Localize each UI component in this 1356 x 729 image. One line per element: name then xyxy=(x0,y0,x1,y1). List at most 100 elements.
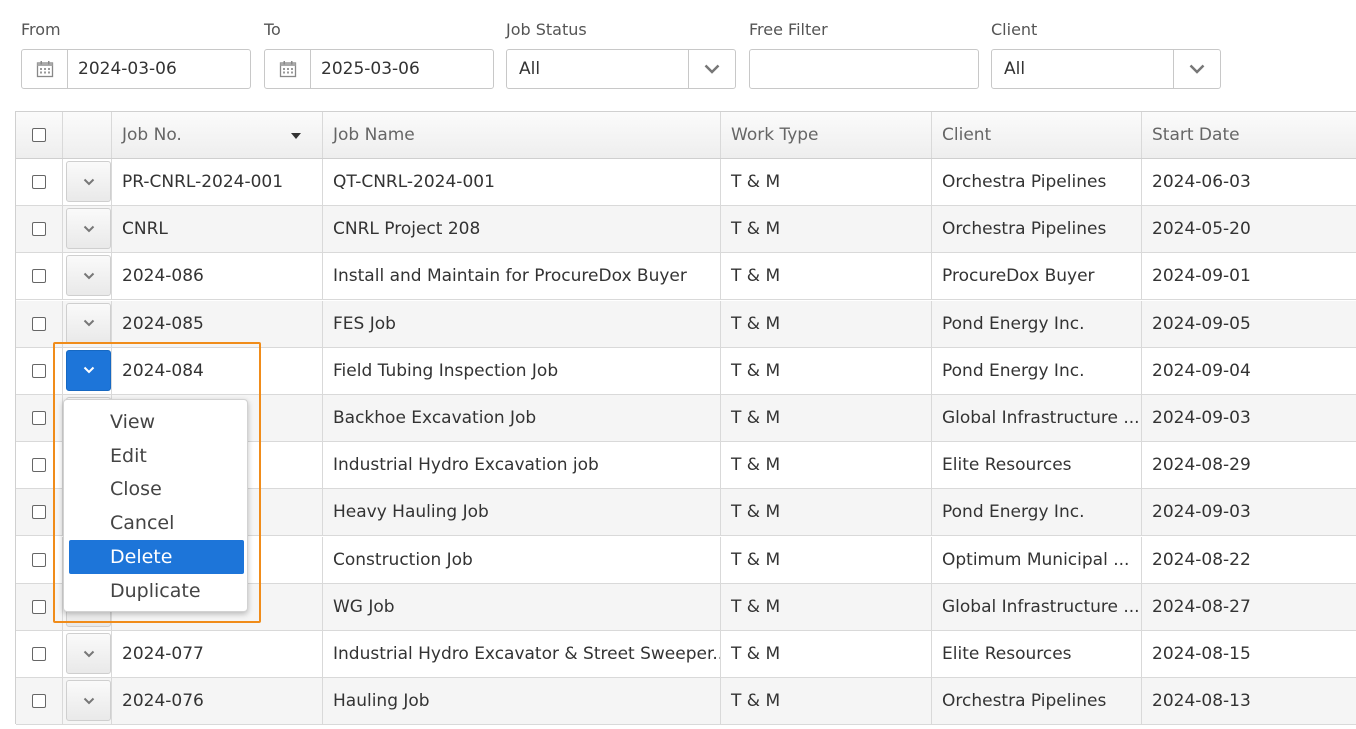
work-type-cell: T & M xyxy=(721,300,932,347)
job-name-cell-text: Install and Maintain for ProcureDox Buye… xyxy=(333,266,687,287)
start-date-cell-text: 2024-08-22 xyxy=(1152,549,1251,570)
table-row[interactable]: PR-CNRL-2024-001 QT-CNRL-2024-001 T & M Orc… xyxy=(16,159,1356,206)
start-date-cell-text: 2024-08-15 xyxy=(1152,644,1251,664)
calendar-icon[interactable] xyxy=(265,50,311,88)
checkbox-cell xyxy=(16,159,63,205)
job-status-select[interactable]: All xyxy=(506,49,736,89)
chevron-down-icon[interactable] xyxy=(688,50,735,88)
column-header-start-date[interactable]: Start Date xyxy=(1142,112,1356,158)
menu-item-delete[interactable]: Delete xyxy=(69,540,244,574)
job-name-cell-text: Hauling Job xyxy=(333,691,430,712)
row-checkbox[interactable] xyxy=(32,647,46,661)
client-cell: Global Infrastructure ... xyxy=(932,395,1142,441)
work-type-cell-text: T & M xyxy=(731,502,781,523)
client-cell: ProcureDox Buyer xyxy=(932,253,1142,300)
menu-item-close[interactable]: Close xyxy=(110,478,162,500)
row-actions-button[interactable] xyxy=(66,349,111,391)
column-header-label: Client xyxy=(942,125,992,145)
start-date-cell-text: 2024-09-04 xyxy=(1152,360,1251,381)
row-checkbox[interactable] xyxy=(32,458,46,473)
job-name-cell-text: Construction Job xyxy=(333,549,473,570)
row-checkbox[interactable] xyxy=(32,316,46,331)
row-actions-button[interactable] xyxy=(66,255,111,297)
action-cell xyxy=(63,159,112,205)
table-row[interactable]: 2024-086 Install and Maintain for Procure… xyxy=(16,253,1356,301)
client-cell-text: Pond Energy Inc. xyxy=(942,502,1085,523)
select-all-checkbox[interactable] xyxy=(32,128,46,142)
column-header-work-type[interactable]: Work Type xyxy=(721,112,932,158)
job-no-cell: 2024-084 xyxy=(112,347,323,394)
start-date-cell: 2024-09-03 xyxy=(1142,489,1356,535)
client-cell-text: Elite Resources xyxy=(942,644,1072,664)
row-actions-button[interactable] xyxy=(66,680,111,722)
client-cell: Global Infrastructure ... xyxy=(932,583,1142,630)
checkbox-cell xyxy=(16,678,63,725)
row-checkbox[interactable] xyxy=(32,505,46,520)
table-row[interactable]: 2024-084 Field Tubing Inspection Job T & M… xyxy=(16,347,1356,395)
row-actions-button[interactable] xyxy=(66,302,111,344)
start-date-cell-text: 2024-09-03 xyxy=(1152,502,1251,523)
free-filter-input[interactable] xyxy=(749,49,979,89)
chevron-down-icon[interactable] xyxy=(1173,50,1220,88)
column-header-label: Job No. xyxy=(122,125,182,145)
table-row[interactable]: 2024-076 Hauling Job T & M Orchestra Pipeli… xyxy=(16,678,1356,726)
table-row[interactable]: 2024-085 FES Job T & M Pond Energy Inc. 2024… xyxy=(16,300,1356,348)
action-cell xyxy=(63,678,112,725)
job-no-cell-text: 2024-084 xyxy=(122,360,204,381)
client-cell-text: Pond Energy Inc. xyxy=(942,313,1085,334)
job-no-cell-text: CNRL xyxy=(122,219,168,240)
start-date-cell-text: 2024-08-27 xyxy=(1152,596,1251,617)
column-header-label: Job Name xyxy=(333,125,415,145)
job-name-cell: FES Job xyxy=(323,300,721,347)
from-label: From xyxy=(21,20,61,39)
row-checkbox[interactable] xyxy=(32,552,46,567)
table-row[interactable]: 2024-077 Industrial Hydro Excavator & Str… xyxy=(16,631,1356,678)
job-name-cell: Backhoe Excavation Job xyxy=(323,395,721,441)
work-type-cell-text: T & M xyxy=(731,455,781,476)
job-name-cell-text: Heavy Hauling Job xyxy=(333,502,489,523)
checkbox-cell xyxy=(16,489,63,536)
action-cell xyxy=(63,631,112,677)
row-actions-button[interactable] xyxy=(66,208,111,250)
job-no-cell-text: 2024-076 xyxy=(122,691,204,712)
menu-item-view[interactable]: View xyxy=(110,411,156,433)
to-date-input[interactable]: 2025-03-06 xyxy=(264,49,494,89)
work-type-cell: T & M xyxy=(721,489,932,536)
client-select[interactable]: All xyxy=(991,49,1221,89)
row-checkbox[interactable] xyxy=(32,411,46,425)
row-checkbox[interactable] xyxy=(32,269,46,284)
job-name-cell-text: WG Job xyxy=(333,596,395,617)
work-type-cell: T & M xyxy=(721,583,932,630)
work-type-cell: T & M xyxy=(721,253,932,300)
row-checkbox[interactable] xyxy=(32,363,46,378)
start-date-cell-text: 2024-09-05 xyxy=(1152,313,1251,334)
column-header-job-name[interactable]: Job Name xyxy=(323,112,721,158)
checkbox-cell xyxy=(16,347,63,394)
checkbox-cell xyxy=(16,395,63,441)
menu-item-edit[interactable]: Edit xyxy=(110,445,147,467)
row-checkbox[interactable] xyxy=(32,175,46,189)
job-name-cell-text: Backhoe Excavation Job xyxy=(333,408,537,428)
table-row[interactable]: CNRL CNRL Project 208 T & M Orchestra Pipel… xyxy=(16,206,1356,254)
start-date-cell: 2024-06-03 xyxy=(1142,159,1356,205)
row-actions-button[interactable] xyxy=(66,161,111,202)
start-date-cell: 2024-09-01 xyxy=(1142,253,1356,299)
row-actions-button[interactable] xyxy=(66,633,111,674)
work-type-cell-text: T & M xyxy=(731,691,781,712)
row-checkbox[interactable] xyxy=(32,599,46,614)
job-no-cell: 2024-076 xyxy=(112,678,323,725)
column-header-job-no[interactable]: Job No. xyxy=(112,112,323,158)
menu-item-cancel[interactable]: Cancel xyxy=(110,512,175,534)
checkbox-cell xyxy=(16,536,63,583)
menu-item-duplicate[interactable]: Duplicate xyxy=(110,580,201,602)
client-cell: Pond Energy Inc. xyxy=(932,300,1142,347)
job-no-cell-text: 2024-085 xyxy=(122,313,204,334)
row-checkbox[interactable] xyxy=(32,694,46,709)
checkbox-cell xyxy=(16,253,63,300)
from-date-input[interactable]: 2024-03-06 xyxy=(21,49,251,89)
client-cell-text: Orchestra Pipelines xyxy=(942,691,1107,712)
column-header-client[interactable]: Client xyxy=(932,112,1142,158)
row-checkbox[interactable] xyxy=(32,222,46,237)
calendar-icon[interactable] xyxy=(22,50,68,88)
action-cell xyxy=(63,206,112,253)
